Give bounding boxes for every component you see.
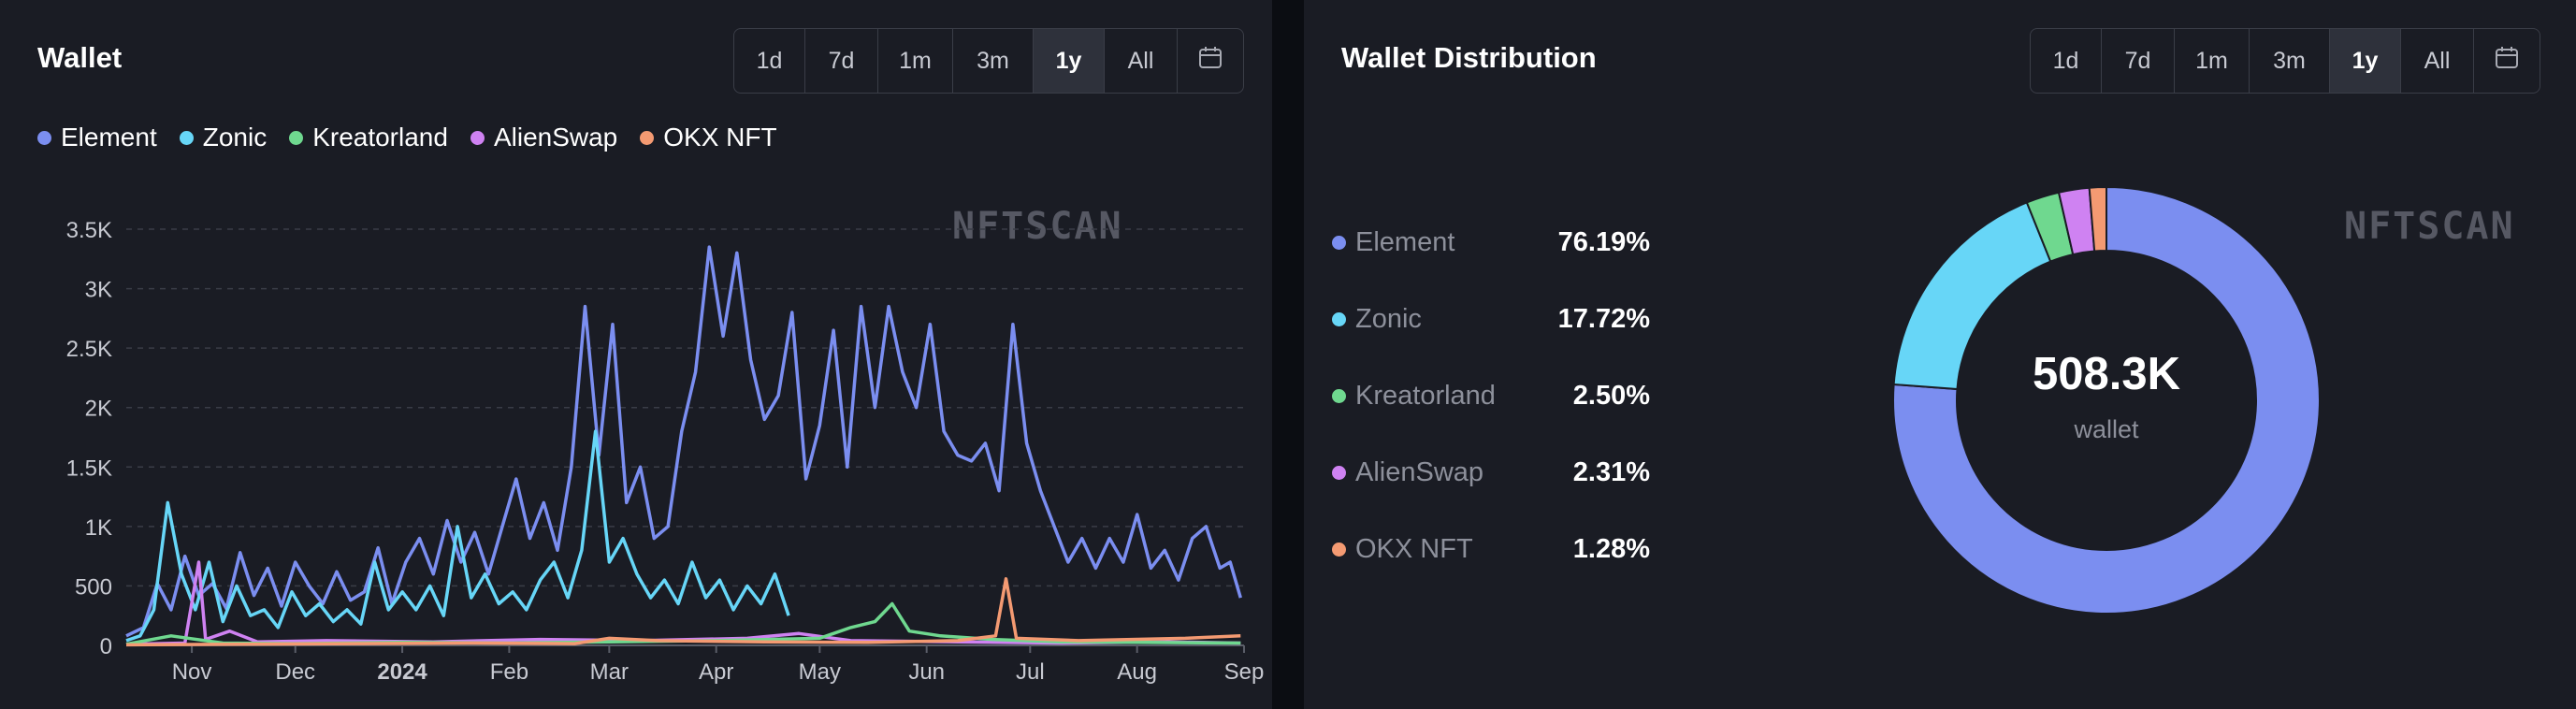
legend-label: Kreatorland [312, 123, 448, 152]
legend-dot [1332, 388, 1346, 403]
series-line-okx-nft [125, 577, 1241, 647]
range-1y-button[interactable]: 1y [2330, 29, 2401, 93]
legend-item-zonic[interactable]: Zonic [179, 123, 268, 152]
donut-slice-element[interactable] [1892, 185, 2321, 615]
distribution-name: Element [1355, 226, 1455, 257]
wallet-range-selector: 1d 7d 1m 3m 1y All [733, 28, 1244, 94]
legend-dot [1332, 465, 1346, 480]
wallet-line-chart: 0 500 1K 1.5K 2K 2.5K 3K 3.5K Nov Dec 2024 Feb Mar Ap… [66, 218, 1265, 685]
distribution-range-selector: 1d 7d 1m 3m 1y All [2030, 28, 2540, 94]
range-3m-button[interactable]: 3m [953, 29, 1034, 93]
legend-label: AlienSwap [493, 123, 618, 152]
legend-dot [1332, 311, 1346, 326]
donut-center-label: wallet [2074, 415, 2139, 443]
range-7d-button[interactable]: 7d [805, 29, 878, 93]
distribution-percent: 2.50% [1572, 380, 1650, 411]
legend-dot [640, 130, 655, 145]
range-7d-button[interactable]: 7d [2102, 29, 2175, 93]
range-all-button[interactable]: All [2401, 29, 2474, 93]
y-tick-label: 3K [85, 278, 112, 303]
x-tick-label: Jul [1016, 659, 1045, 685]
legend-label: Zonic [202, 123, 268, 152]
distribution-percent: 1.28% [1572, 533, 1650, 564]
range-3m-button[interactable]: 3m [2250, 29, 2330, 93]
legend-item-kreatorland[interactable]: Kreatorland [289, 123, 448, 152]
distribution-percent: 76.19% [1557, 226, 1650, 257]
distribution-name: AlienSwap [1355, 456, 1484, 487]
wallet-chart-panel: Wallet 1d 7d 1m 3m 1y All Element Zonic … [0, 0, 1272, 709]
distribution-legend: Element 76.19% Zonic 17.72% Kreatorland … [1332, 204, 1650, 587]
x-tick-label: Sep [1224, 659, 1265, 685]
legend-item-element[interactable]: Element [37, 123, 157, 152]
legend-label: OKX NFT [663, 123, 777, 152]
legend-label: Element [61, 123, 157, 152]
legend-dot [470, 130, 485, 145]
calendar-button[interactable] [1178, 29, 1243, 93]
x-tick-label: Feb [490, 659, 528, 685]
legend-dot [289, 130, 304, 145]
distribution-percent: 17.72% [1557, 303, 1650, 334]
y-tick-label: 3.5K [66, 218, 112, 243]
legend-dot [1332, 235, 1346, 250]
x-tick-label: Mar [590, 659, 629, 685]
legend-dot [179, 130, 194, 145]
y-tick-label: 1.5K [66, 456, 112, 481]
x-tick-label: 2024 [377, 659, 427, 685]
distribution-row-zonic[interactable]: Zonic 17.72% [1332, 281, 1650, 357]
legend-dot [37, 130, 51, 145]
range-all-button[interactable]: All [1105, 29, 1178, 93]
calendar-icon [1197, 45, 1223, 78]
y-tick-label: 2.5K [66, 337, 112, 362]
range-1y-button[interactable]: 1y [1034, 29, 1105, 93]
series-line-zonic [125, 429, 790, 643]
series-line-element [125, 245, 1242, 638]
distribution-row-element[interactable]: Element 76.19% [1332, 204, 1650, 281]
distribution-name: OKX NFT [1355, 533, 1473, 564]
legend-dot [1332, 542, 1346, 557]
calendar-button[interactable] [2474, 29, 2540, 93]
range-1d-button[interactable]: 1d [2031, 29, 2102, 93]
distribution-row-okx-nft[interactable]: OKX NFT 1.28% [1332, 511, 1650, 587]
distribution-row-alienswap[interactable]: AlienSwap 2.31% [1332, 434, 1650, 511]
nftscan-watermark: NFTSCAN [952, 205, 1123, 248]
x-tick-label: Nov [172, 659, 212, 685]
distribution-name: Zonic [1355, 303, 1422, 334]
series-line-alienswap [125, 560, 1241, 646]
x-tick-label: Jun [908, 659, 945, 685]
range-1d-button[interactable]: 1d [734, 29, 805, 93]
distribution-donut-chart [1892, 185, 2321, 615]
x-tick-label: Dec [275, 659, 315, 685]
distribution-percent: 2.31% [1572, 456, 1650, 487]
legend-item-alienswap[interactable]: AlienSwap [470, 123, 617, 152]
x-tick-label: Apr [699, 659, 733, 685]
distribution-panel-title: Wallet Distribution [1341, 41, 1597, 74]
y-tick-label: 1K [85, 515, 112, 541]
wallet-panel-title: Wallet [37, 41, 123, 74]
x-tick-label: Aug [1117, 659, 1157, 685]
range-1m-button[interactable]: 1m [2175, 29, 2250, 93]
donut-slice-okx-nft[interactable] [2088, 185, 2107, 253]
distribution-panel: Wallet Distribution 1d 7d 1m 3m 1y All N… [1304, 0, 2576, 709]
distribution-name: Kreatorland [1355, 380, 1496, 411]
y-tick-label: 0 [100, 634, 112, 659]
donut-center-value: 508.3K [2032, 349, 2180, 399]
range-1m-button[interactable]: 1m [878, 29, 953, 93]
y-tick-label: 2K [85, 397, 112, 422]
nftscan-watermark: NFTSCAN [2344, 205, 2515, 248]
wallet-chart-legend: Element Zonic Kreatorland AlienSwap OKX … [37, 123, 800, 152]
calendar-icon [2494, 45, 2520, 78]
distribution-row-kreatorland[interactable]: Kreatorland 2.50% [1332, 357, 1650, 434]
legend-item-okx-nft[interactable]: OKX NFT [640, 123, 777, 152]
y-tick-label: 500 [75, 574, 112, 600]
x-tick-label: May [799, 659, 841, 685]
